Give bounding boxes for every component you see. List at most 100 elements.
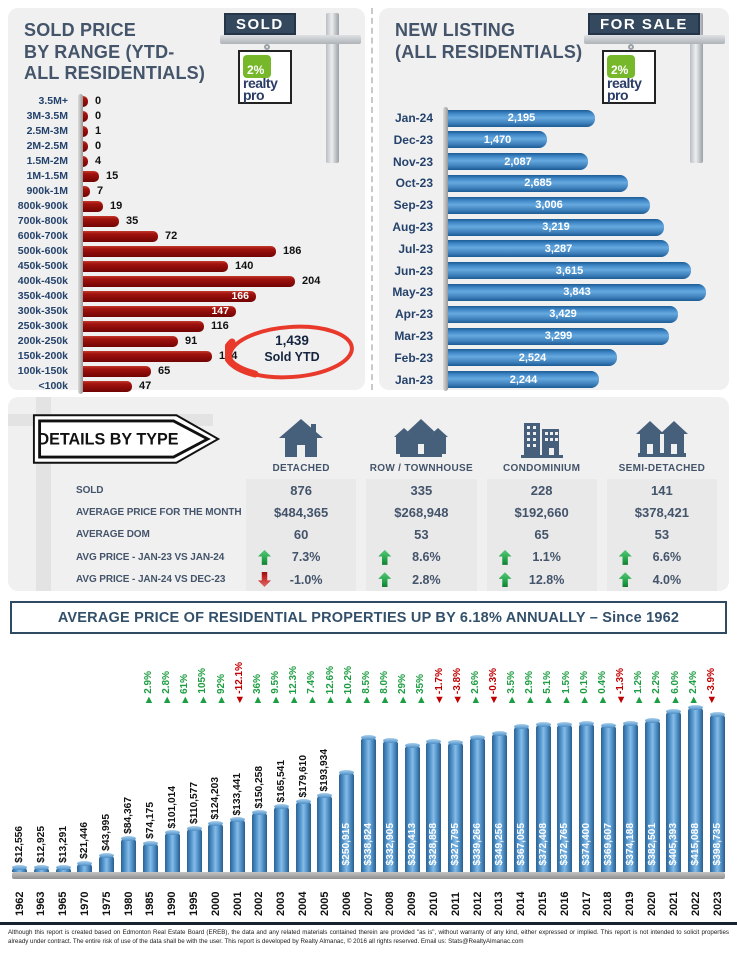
row-label-sold: SOLD bbox=[76, 484, 104, 496]
year-label: 1962 bbox=[13, 891, 26, 916]
year-label: 2009 bbox=[406, 891, 419, 916]
avg-dom-value: 60 bbox=[246, 523, 357, 547]
logo-pro-text: pro bbox=[607, 87, 629, 103]
price-column bbox=[491, 731, 507, 872]
listing-count-value: 2,685 bbox=[524, 177, 552, 190]
listing-panel-title: NEW LISTING (ALL RESIDENTIALS) bbox=[395, 20, 729, 63]
listing-month-row: Aug-23 3,219 bbox=[387, 216, 721, 238]
pct-change-label: 10.2% bbox=[342, 665, 354, 694]
year-label: 2005 bbox=[318, 891, 331, 916]
history-bar: $327,795 bbox=[448, 740, 464, 872]
listing-count-value: 2,244 bbox=[509, 373, 538, 386]
svg-text:DETAILS BY TYPE: DETAILS BY TYPE bbox=[37, 431, 178, 449]
listing-count-value: 3,429 bbox=[549, 308, 577, 321]
sold-range-row: 100k-150k 65 bbox=[16, 364, 357, 379]
history-value-label: $369,607 bbox=[602, 822, 614, 866]
history-value-label: $339,266 bbox=[472, 822, 484, 866]
sold-range-row: 450k-500k 140 bbox=[16, 259, 357, 274]
history-bar: $398,735 bbox=[710, 712, 725, 872]
sold-count-bar bbox=[83, 350, 212, 362]
range-label: 3.5M+ bbox=[38, 95, 68, 108]
year-label: 2007 bbox=[362, 891, 375, 916]
price-column bbox=[33, 865, 49, 872]
chart-axis bbox=[78, 93, 83, 394]
mom-change-cell: 12.8% bbox=[486, 568, 597, 591]
avg-dom-value: 53 bbox=[366, 523, 477, 547]
sold-count-bar bbox=[83, 320, 204, 332]
up-triangle-icon bbox=[325, 695, 336, 706]
history-bar: $374,400 bbox=[579, 721, 595, 872]
history-value-label: $327,795 bbox=[450, 822, 462, 866]
pct-change-label: 0.1% bbox=[578, 671, 590, 694]
up-triangle-icon bbox=[289, 695, 300, 706]
pct-change-marker: 35% bbox=[412, 674, 430, 706]
pct-change-marker: 1.2% bbox=[630, 671, 648, 706]
up-triangle-icon bbox=[652, 695, 663, 706]
avg-price-value: $378,421 bbox=[606, 501, 717, 524]
sold-count-bar bbox=[83, 215, 119, 227]
avg-dom-value: 65 bbox=[486, 523, 597, 547]
sold-count-value: 166 bbox=[231, 290, 249, 303]
listing-count-value: 2,087 bbox=[504, 155, 532, 168]
history-value-label: $150,258 bbox=[253, 765, 265, 809]
history-bar: $12,925 bbox=[33, 826, 49, 872]
disclaimer-footer: Although this report is created based on… bbox=[0, 922, 737, 947]
up-triangle-icon bbox=[180, 695, 191, 706]
pct-change-row: 2.9% 2.8% 61% 105% 92% -12.1% 36% 9.5% 12.3% 7.4%… bbox=[140, 642, 721, 706]
column-label: SEMI-DETACHED bbox=[618, 463, 706, 474]
year-label: 2006 bbox=[340, 891, 353, 916]
year-label: 2023 bbox=[711, 891, 724, 916]
history-value-label: $84,367 bbox=[123, 797, 135, 834]
pct-change-label: 2.9% bbox=[524, 671, 536, 694]
sold-count-value: 147 bbox=[211, 305, 229, 318]
range-label: 900k-1M bbox=[26, 185, 68, 198]
sold-count-value: 4 bbox=[95, 155, 102, 168]
price-column bbox=[644, 718, 660, 872]
sold-count-value: 140 bbox=[235, 260, 254, 273]
trend-arrow-icon bbox=[498, 549, 512, 565]
sold-count-bar bbox=[83, 245, 276, 257]
history-value-label: $367,055 bbox=[515, 822, 527, 866]
pct-change-marker: -3.9% bbox=[703, 668, 721, 706]
pct-change-marker: 8.0% bbox=[376, 671, 394, 706]
history-value-label: $13,291 bbox=[57, 826, 69, 863]
price-column bbox=[513, 724, 529, 872]
pct-change-label: 7.4% bbox=[306, 671, 318, 694]
pct-change-marker: -1.7% bbox=[431, 668, 449, 706]
price-column bbox=[121, 836, 137, 872]
up-triangle-icon bbox=[343, 695, 354, 706]
detached-house-icon bbox=[279, 419, 324, 457]
sold-count-value: 72 bbox=[165, 230, 178, 243]
down-triangle-icon bbox=[234, 695, 245, 706]
sold-count: 876 bbox=[246, 479, 357, 502]
sold-count-value: 1 bbox=[95, 125, 102, 138]
history-bar: $110,577 bbox=[186, 782, 202, 872]
year-label: 2022 bbox=[689, 891, 702, 916]
sign-post-vertical bbox=[690, 13, 703, 163]
history-bar: $382,501 bbox=[644, 718, 660, 872]
listing-count-bar: 3,287 bbox=[448, 240, 669, 258]
listing-month-row: Jul-23 3,287 bbox=[387, 238, 721, 260]
sold-count-bar bbox=[83, 140, 88, 152]
history-bar: $84,367 bbox=[121, 797, 137, 872]
pct-change-label: 3.5% bbox=[506, 671, 518, 694]
range-label: 100k-150k bbox=[17, 365, 68, 378]
range-label: 1M-1.5M bbox=[26, 170, 68, 183]
price-column bbox=[426, 739, 442, 872]
sold-range-row: <100k 47 bbox=[16, 379, 357, 394]
title-line: SOLD PRICE bbox=[24, 20, 137, 40]
history-bar: $193,934 bbox=[317, 749, 333, 872]
listing-count-bar: 2,087 bbox=[448, 153, 588, 171]
price-column bbox=[666, 709, 682, 872]
history-value-label: $74,175 bbox=[144, 802, 156, 839]
price-column bbox=[688, 705, 704, 872]
details-table: DETAILS BY TYPE DETACHED ROW / TOWNHOUSE bbox=[8, 397, 729, 591]
pct-change-label: 12.6% bbox=[324, 665, 336, 694]
down-triangle-icon bbox=[452, 695, 463, 706]
price-column bbox=[142, 841, 158, 872]
sold-range-row: 1M-1.5M 15 bbox=[16, 169, 357, 184]
pct-change-marker: 92% bbox=[213, 674, 231, 706]
sold-range-row: 600k-700k 72 bbox=[16, 229, 357, 244]
sold-count-value: 0 bbox=[95, 95, 102, 108]
